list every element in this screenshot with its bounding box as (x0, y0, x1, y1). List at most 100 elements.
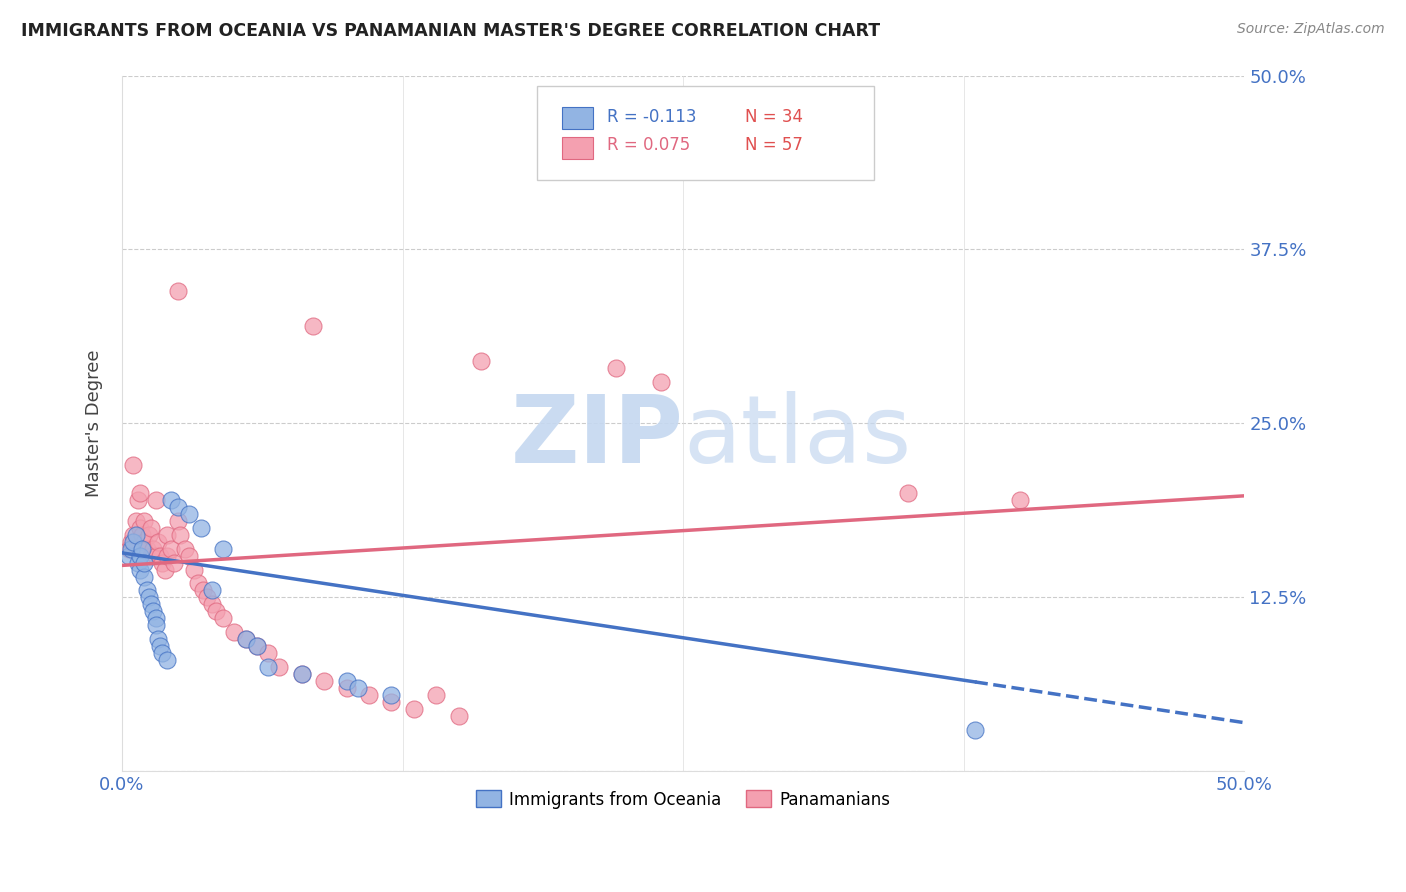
Point (425, 688, 447, 702)
Point (246, 639, 269, 653)
Point (134, 534, 156, 549)
Point (963, 723, 986, 737)
Point (156, 549, 179, 563)
Point (145, 493, 167, 508)
Point (335, 681, 357, 695)
Point (201, 598, 224, 612)
Point (179, 507, 201, 521)
Point (205, 604, 228, 618)
Point (141, 598, 163, 612)
Point (145, 549, 167, 563)
Point (131, 541, 153, 556)
Point (160, 493, 183, 508)
Point (131, 528, 153, 542)
Point (224, 625, 246, 640)
Point (291, 667, 314, 681)
Point (142, 541, 165, 556)
Point (179, 549, 201, 563)
Point (129, 486, 152, 500)
Point (346, 681, 368, 695)
Point (1008, 493, 1031, 508)
Point (127, 556, 149, 570)
Point (145, 611, 167, 625)
Text: atlas: atlas (683, 392, 911, 483)
Point (118, 541, 141, 556)
Point (134, 556, 156, 570)
Point (235, 632, 257, 647)
Point (402, 702, 425, 716)
Point (122, 528, 145, 542)
Point (118, 549, 141, 563)
Point (605, 360, 627, 375)
Text: Source: ZipAtlas.com: Source: ZipAtlas.com (1237, 22, 1385, 37)
Point (212, 541, 235, 556)
Point (190, 521, 212, 535)
Point (269, 660, 291, 674)
Point (650, 375, 672, 389)
Point (134, 569, 156, 583)
Point (120, 541, 142, 556)
FancyBboxPatch shape (537, 86, 875, 180)
Point (127, 493, 149, 508)
Point (129, 521, 152, 535)
Bar (562, 136, 593, 159)
Point (145, 618, 167, 632)
Legend: Immigrants from Oceania, Panamanians: Immigrants from Oceania, Panamanians (470, 784, 897, 815)
Point (160, 541, 183, 556)
Point (135, 583, 157, 598)
Text: N = 34: N = 34 (745, 108, 803, 127)
Point (129, 549, 152, 563)
Point (134, 514, 156, 528)
Y-axis label: Master's Degree: Master's Degree (86, 350, 103, 497)
Point (357, 688, 380, 702)
Point (897, 486, 920, 500)
Point (138, 528, 160, 542)
Point (167, 284, 190, 298)
Point (195, 591, 218, 605)
Text: R = -0.113: R = -0.113 (607, 108, 696, 127)
Point (141, 521, 163, 535)
Point (380, 695, 402, 709)
Point (129, 563, 152, 577)
Point (135, 541, 157, 556)
Point (120, 534, 142, 549)
Point (146, 534, 169, 549)
Point (235, 632, 257, 647)
Bar (562, 107, 593, 129)
Point (156, 653, 179, 667)
Point (141, 549, 163, 563)
Point (246, 639, 269, 653)
Point (187, 576, 209, 591)
Point (163, 556, 186, 570)
Point (302, 319, 325, 334)
Text: R = 0.075: R = 0.075 (607, 136, 690, 154)
Point (124, 514, 146, 528)
Text: IMMIGRANTS FROM OCEANIA VS PANAMANIAN MASTER'S DEGREE CORRELATION CHART: IMMIGRANTS FROM OCEANIA VS PANAMANIAN MA… (21, 22, 880, 40)
Point (146, 632, 169, 647)
Point (122, 534, 145, 549)
Point (153, 563, 176, 577)
Point (149, 549, 172, 563)
Point (335, 673, 357, 688)
Point (152, 646, 174, 660)
Point (149, 639, 172, 653)
Point (380, 688, 402, 702)
Point (156, 528, 179, 542)
Point (142, 604, 165, 618)
Point (201, 583, 224, 598)
Point (212, 611, 235, 625)
Text: ZIP: ZIP (510, 392, 683, 483)
Point (124, 528, 146, 542)
Point (470, 354, 492, 368)
Point (257, 646, 280, 660)
Point (167, 500, 190, 514)
Point (183, 563, 205, 577)
Point (291, 667, 314, 681)
Point (122, 458, 145, 473)
Point (167, 514, 190, 528)
Point (191, 583, 214, 598)
Point (152, 556, 174, 570)
Point (138, 591, 160, 605)
Point (447, 708, 470, 723)
Point (169, 528, 191, 542)
